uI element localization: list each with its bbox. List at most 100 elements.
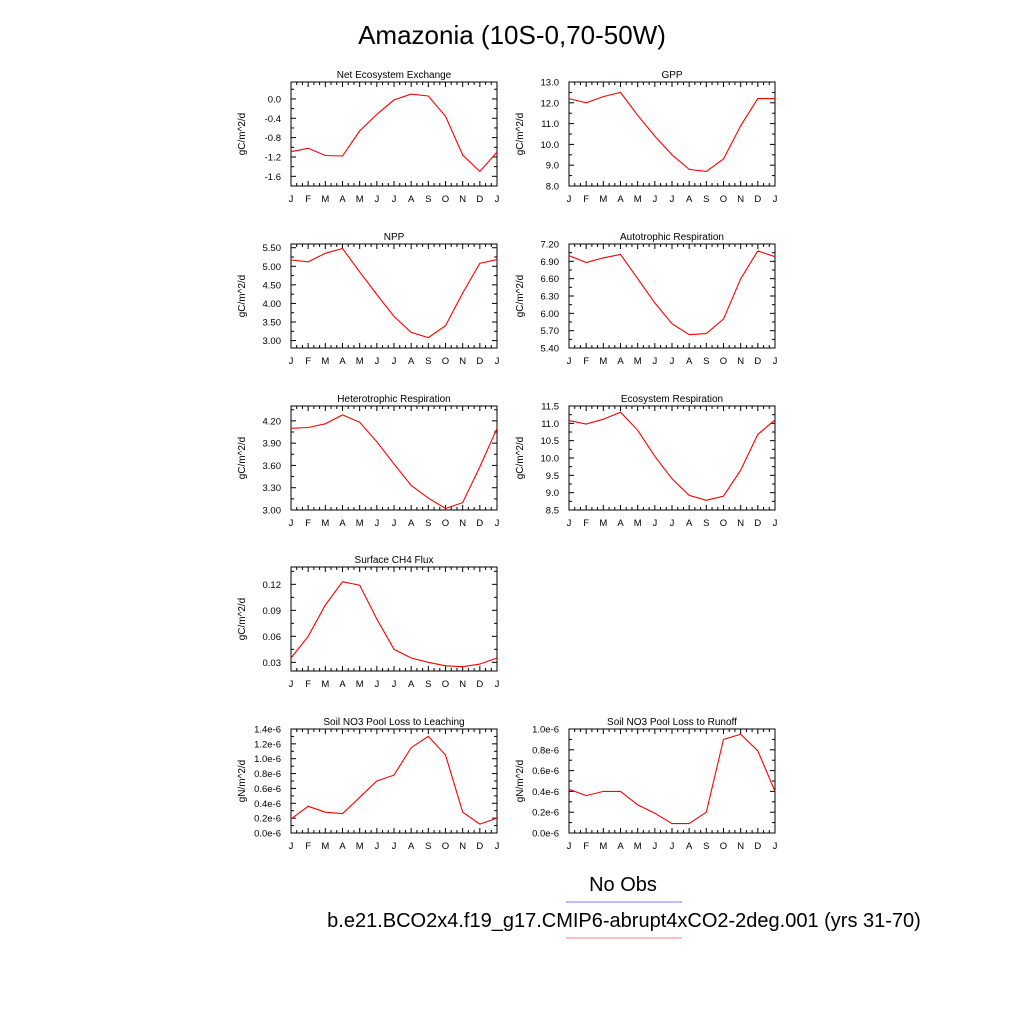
- y-tick-label: 0.0e-6: [254, 829, 281, 840]
- y-tick-label: 6.60: [541, 274, 560, 285]
- x-tick-label: D: [754, 356, 761, 367]
- x-tick-label: J: [652, 194, 657, 205]
- y-tick-label: 9.0: [546, 161, 559, 172]
- x-tick-label: J: [670, 194, 675, 205]
- legend-model-label: b.e21.BCO2x4.f19_g17.CMIP6-abrupt4xCO2-2…: [327, 910, 921, 932]
- y-tick-label: 4.20: [263, 416, 282, 427]
- y-tick-label: 12.0: [541, 98, 560, 109]
- x-tick-label: A: [617, 518, 624, 529]
- x-tick-label: O: [442, 518, 449, 529]
- x-tick-label: S: [425, 518, 431, 529]
- x-tick-label: S: [425, 356, 431, 367]
- y-tick-label: 10.5: [541, 436, 560, 447]
- x-tick-label: O: [442, 841, 449, 852]
- x-tick-label: D: [476, 194, 483, 205]
- x-tick-label: F: [305, 194, 311, 205]
- y-tick-label: 0.6e-6: [254, 784, 281, 795]
- x-tick-label: M: [634, 518, 642, 529]
- plot-frame: [568, 243, 776, 349]
- y-tick-label: 9.5: [546, 471, 559, 482]
- y-tick-label: 13.0: [541, 78, 560, 89]
- y-tick-label: 0.06: [263, 632, 282, 643]
- x-tick-label: J: [289, 194, 294, 205]
- x-tick-label: O: [442, 356, 449, 367]
- y-tick-label: 4.50: [263, 280, 282, 291]
- x-tick-label: J: [495, 518, 500, 529]
- x-tick-label: A: [339, 841, 346, 852]
- x-tick-label: N: [459, 518, 466, 529]
- x-tick-label: A: [339, 518, 346, 529]
- x-tick-label: J: [670, 841, 675, 852]
- x-tick-label: J: [374, 518, 379, 529]
- x-tick-label: M: [356, 518, 364, 529]
- y-tick-label: 6.30: [541, 292, 560, 303]
- x-tick-label: A: [408, 518, 415, 529]
- x-tick-label: J: [567, 841, 572, 852]
- x-tick-label: A: [617, 356, 624, 367]
- y-tick-label: 3.50: [263, 318, 282, 329]
- x-tick-label: J: [374, 841, 379, 852]
- x-tick-label: A: [686, 194, 693, 205]
- y-tick-label: 0.4e-6: [532, 787, 559, 798]
- x-tick-label: O: [720, 194, 727, 205]
- y-axis-label: gN/m^2/d: [237, 760, 248, 803]
- x-tick-label: A: [339, 194, 346, 205]
- x-tick-label: O: [720, 356, 727, 367]
- x-tick-label: J: [392, 356, 397, 367]
- x-tick-label: F: [305, 356, 311, 367]
- x-tick-label: D: [476, 841, 483, 852]
- x-tick-label: J: [652, 356, 657, 367]
- series-line: [568, 91, 775, 172]
- panel-title: GPP: [661, 70, 682, 81]
- x-tick-label: J: [495, 841, 500, 852]
- x-tick-label: J: [289, 518, 294, 529]
- y-tick-label: 5.50: [263, 243, 282, 254]
- y-axis-label: gC/m^2/d: [237, 113, 248, 156]
- x-tick-label: O: [720, 841, 727, 852]
- x-tick-label: J: [670, 518, 675, 529]
- y-tick-label: 8.0: [546, 182, 559, 193]
- y-axis-label: gC/m^2/d: [237, 598, 248, 641]
- x-tick-label: N: [459, 356, 466, 367]
- x-tick-label: J: [374, 679, 379, 690]
- x-tick-label: S: [425, 679, 431, 690]
- x-tick-label: J: [495, 356, 500, 367]
- x-tick-label: J: [567, 356, 572, 367]
- y-tick-label: 10.0: [541, 454, 560, 465]
- y-tick-label: 1.4e-6: [254, 725, 281, 736]
- y-tick-label: 0.2e-6: [254, 814, 281, 825]
- x-tick-label: A: [617, 194, 624, 205]
- panel-title: Soil NO3 Pool Loss to Runoff: [607, 717, 737, 728]
- x-tick-label: A: [408, 679, 415, 690]
- x-tick-label: D: [476, 356, 483, 367]
- x-tick-label: O: [720, 518, 727, 529]
- x-tick-label: M: [634, 356, 642, 367]
- x-tick-label: S: [703, 518, 709, 529]
- y-tick-label: 0.09: [263, 606, 282, 617]
- x-tick-label: D: [476, 518, 483, 529]
- legend-obs-label: No Obs: [589, 874, 657, 896]
- x-tick-label: J: [773, 356, 778, 367]
- y-tick-label: 3.30: [263, 483, 282, 494]
- y-tick-label: 6.90: [541, 257, 560, 268]
- x-tick-label: M: [599, 194, 607, 205]
- x-tick-label: M: [599, 356, 607, 367]
- y-tick-label: 11.0: [541, 419, 559, 430]
- x-tick-label: A: [408, 194, 415, 205]
- x-tick-label: J: [392, 679, 397, 690]
- x-tick-label: F: [583, 356, 589, 367]
- y-axis-label: gN/m^2/d: [515, 760, 526, 803]
- x-tick-label: M: [356, 356, 364, 367]
- x-tick-label: J: [773, 194, 778, 205]
- x-tick-label: M: [321, 679, 329, 690]
- x-tick-label: S: [425, 841, 431, 852]
- x-tick-label: J: [670, 356, 675, 367]
